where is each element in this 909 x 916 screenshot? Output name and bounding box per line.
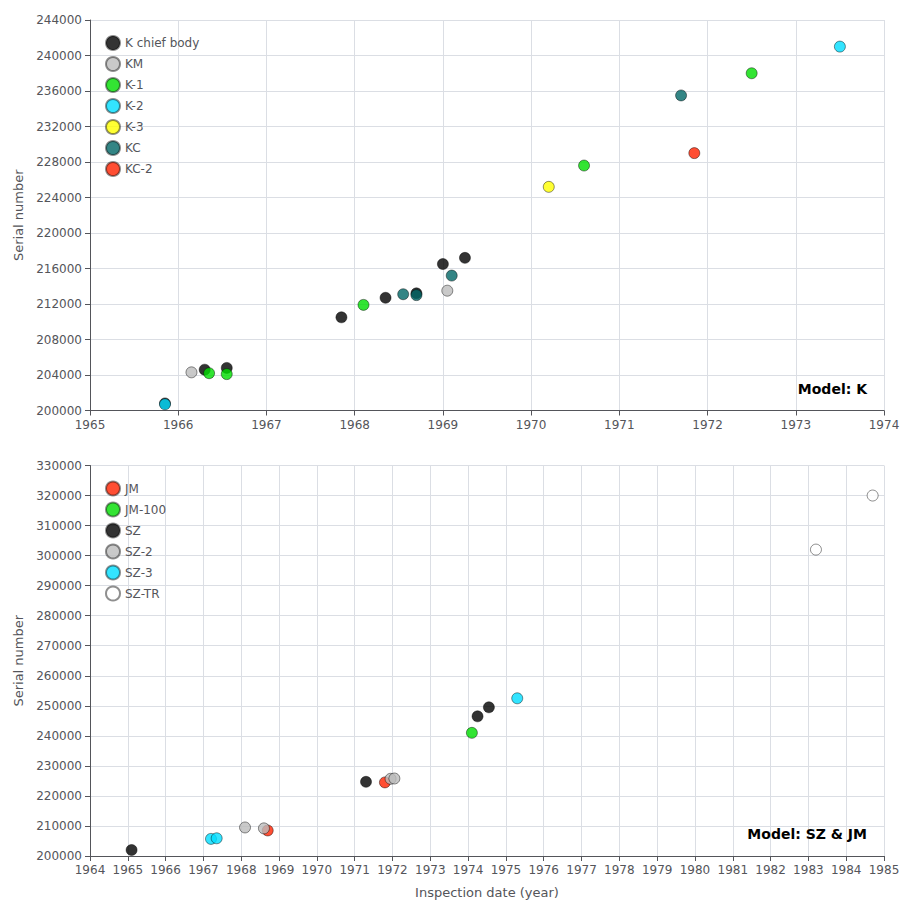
svg-text:270000: 270000 <box>36 639 82 653</box>
svg-text:1979: 1979 <box>642 863 673 877</box>
svg-text:1978: 1978 <box>604 863 635 877</box>
svg-text:1968: 1968 <box>339 418 370 432</box>
svg-text:224000: 224000 <box>36 191 82 205</box>
svg-text:Serial number: Serial number <box>11 169 26 261</box>
svg-text:244000: 244000 <box>36 13 82 27</box>
svg-text:1966: 1966 <box>150 863 181 877</box>
svg-text:204000: 204000 <box>36 368 82 382</box>
svg-text:1974: 1974 <box>869 418 900 432</box>
svg-text:212000: 212000 <box>36 297 82 311</box>
svg-text:SZ-2: SZ-2 <box>125 545 153 559</box>
svg-text:1975: 1975 <box>491 863 522 877</box>
svg-text:SZ-3: SZ-3 <box>125 566 153 580</box>
svg-text:220000: 220000 <box>36 789 82 803</box>
svg-text:1977: 1977 <box>566 863 597 877</box>
svg-text:Inspection date (year): Inspection date (year) <box>415 885 559 900</box>
svg-text:1967: 1967 <box>188 863 219 877</box>
svg-text:210000: 210000 <box>36 819 82 833</box>
svg-text:220000: 220000 <box>36 226 82 240</box>
svg-text:1972: 1972 <box>377 863 408 877</box>
svg-text:1972: 1972 <box>692 418 723 432</box>
svg-text:330000: 330000 <box>36 459 82 473</box>
svg-text:260000: 260000 <box>36 669 82 683</box>
svg-text:1983: 1983 <box>793 863 824 877</box>
svg-text:280000: 280000 <box>36 609 82 623</box>
svg-text:1970: 1970 <box>302 863 333 877</box>
svg-text:1965: 1965 <box>113 863 144 877</box>
svg-text:Serial number: Serial number <box>11 614 26 706</box>
svg-text:1974: 1974 <box>453 863 484 877</box>
svg-text:228000: 228000 <box>36 155 82 169</box>
svg-text:216000: 216000 <box>36 262 82 276</box>
svg-text:1973: 1973 <box>415 863 446 877</box>
svg-text:1969: 1969 <box>264 863 295 877</box>
svg-text:SZ-TR: SZ-TR <box>125 587 160 601</box>
svg-text:Model: SZ & JM: Model: SZ & JM <box>747 826 867 842</box>
svg-text:K-1: K-1 <box>125 78 144 92</box>
svg-text:240000: 240000 <box>36 729 82 743</box>
svg-text:200000: 200000 <box>36 849 82 863</box>
svg-text:K-2: K-2 <box>125 99 144 113</box>
svg-text:SZ: SZ <box>125 524 141 538</box>
svg-text:300000: 300000 <box>36 549 82 563</box>
svg-text:Model: K: Model: K <box>798 381 868 397</box>
svg-text:KC-2: KC-2 <box>125 162 153 176</box>
svg-text:310000: 310000 <box>36 519 82 533</box>
svg-text:1984: 1984 <box>831 863 862 877</box>
svg-text:240000: 240000 <box>36 49 82 63</box>
svg-text:K chief body: K chief body <box>125 36 199 50</box>
svg-text:320000: 320000 <box>36 489 82 503</box>
svg-text:1982: 1982 <box>755 863 786 877</box>
svg-text:1970: 1970 <box>516 418 547 432</box>
svg-text:208000: 208000 <box>36 333 82 347</box>
svg-text:200000: 200000 <box>36 404 82 418</box>
svg-text:290000: 290000 <box>36 579 82 593</box>
svg-text:1973: 1973 <box>781 418 812 432</box>
svg-text:1981: 1981 <box>717 863 748 877</box>
svg-text:1966: 1966 <box>163 418 194 432</box>
svg-text:1965: 1965 <box>75 418 106 432</box>
svg-text:1968: 1968 <box>226 863 257 877</box>
svg-text:236000: 236000 <box>36 84 82 98</box>
svg-text:KC: KC <box>125 141 141 155</box>
svg-text:1971: 1971 <box>339 863 370 877</box>
svg-text:250000: 250000 <box>36 699 82 713</box>
svg-text:1969: 1969 <box>428 418 459 432</box>
svg-text:1971: 1971 <box>604 418 635 432</box>
svg-text:K-3: K-3 <box>125 120 144 134</box>
svg-text:230000: 230000 <box>36 759 82 773</box>
svg-text:KM: KM <box>125 57 143 71</box>
svg-text:1985: 1985 <box>869 863 900 877</box>
svg-text:1980: 1980 <box>680 863 711 877</box>
svg-text:1964: 1964 <box>75 863 106 877</box>
svg-text:232000: 232000 <box>36 120 82 134</box>
svg-text:JM-100: JM-100 <box>124 503 166 517</box>
svg-text:JM: JM <box>124 482 139 496</box>
svg-text:1967: 1967 <box>251 418 282 432</box>
svg-text:1976: 1976 <box>528 863 559 877</box>
